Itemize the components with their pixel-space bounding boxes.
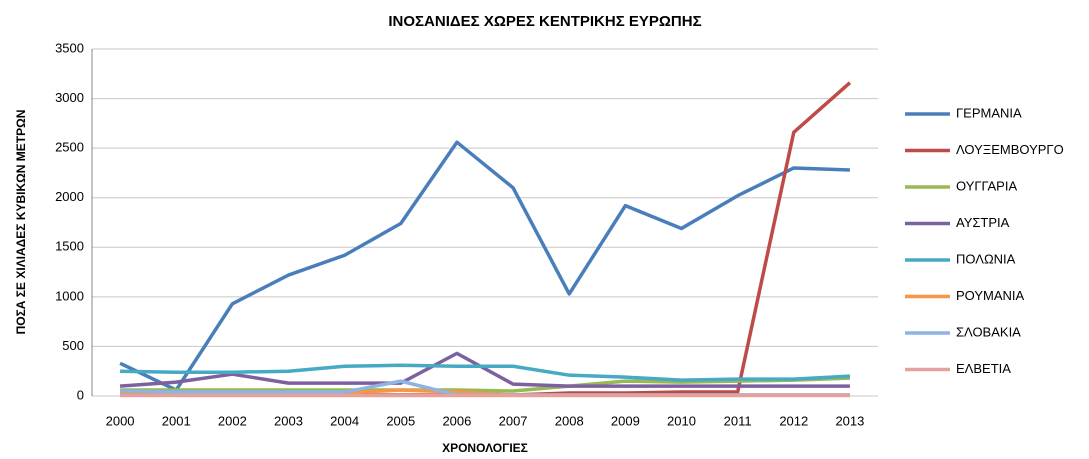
x-tick-label: 2003 — [274, 413, 303, 428]
x-tick-label: 2012 — [779, 413, 808, 428]
y-tick-label: 2000 — [55, 189, 84, 204]
y-tick-label: 500 — [62, 338, 84, 353]
y-tick-label: 3000 — [55, 90, 84, 105]
legend-label: ΓΕΡΜΑΝΙΑ — [956, 105, 1022, 120]
legend-label: ΛΟΥΞΕΜΒΟΥΡΓΟ — [956, 142, 1064, 157]
x-tick-label: 2011 — [724, 413, 752, 428]
y-tick-label: 1000 — [55, 288, 84, 303]
x-tick-label: 2005 — [386, 413, 415, 428]
x-tick-label: 2009 — [611, 413, 640, 428]
series-line — [119, 351, 850, 388]
series-line — [120, 376, 850, 393]
series-line — [119, 140, 850, 392]
x-tick-label: 2008 — [555, 413, 584, 428]
x-tick-label: 2013 — [835, 413, 864, 428]
x-tick-label: 2002 — [218, 413, 247, 428]
chart-title: ΙΝΟΣΑΝΙΔΕΣ ΧΩΡΕΣ ΚΕΝΤΡΙΚΗΣ ΕΥΡΩΠΗΣ — [388, 13, 701, 30]
x-tick-label: 2010 — [667, 413, 696, 428]
legend-label: ΟΥΓΓΑΡΙΑ — [956, 178, 1017, 193]
x-tick-label: 2004 — [330, 413, 359, 428]
x-tick-label: 2006 — [442, 413, 471, 428]
x-tick-label: 2007 — [499, 413, 528, 428]
y-tick-label: 0 — [77, 387, 84, 402]
x-tick-label: 2000 — [106, 413, 135, 428]
x-tick-label: 2001 — [162, 413, 191, 428]
legend-label: ΠΟΛΩΝΙΑ — [956, 251, 1016, 266]
legend-label: ΡΟΥΜΑΝΙΑ — [956, 288, 1025, 303]
legend-label: ΑΥΣΤΡΙΑ — [956, 215, 1010, 230]
legend-label: ΣΛΟΒΑΚΙΑ — [956, 324, 1021, 339]
series-line — [120, 81, 852, 397]
y-tick-label: 3500 — [55, 40, 84, 55]
y-axis-title: ΠΟΣΑ ΣΕ ΧΙΛΙΑΔΕΣ ΚΥΒΙΚΩΝ ΜΕΤΡΩΝ — [14, 110, 28, 335]
y-tick-label: 1500 — [55, 239, 84, 254]
y-tick-label: 2500 — [55, 140, 84, 155]
series-line — [120, 363, 851, 382]
legend-label: ΕΛΒΕΤΙΑ — [956, 361, 1011, 376]
x-axis-title: ΧΡΟΝΟΛΟΓΙΕΣ — [442, 441, 528, 455]
